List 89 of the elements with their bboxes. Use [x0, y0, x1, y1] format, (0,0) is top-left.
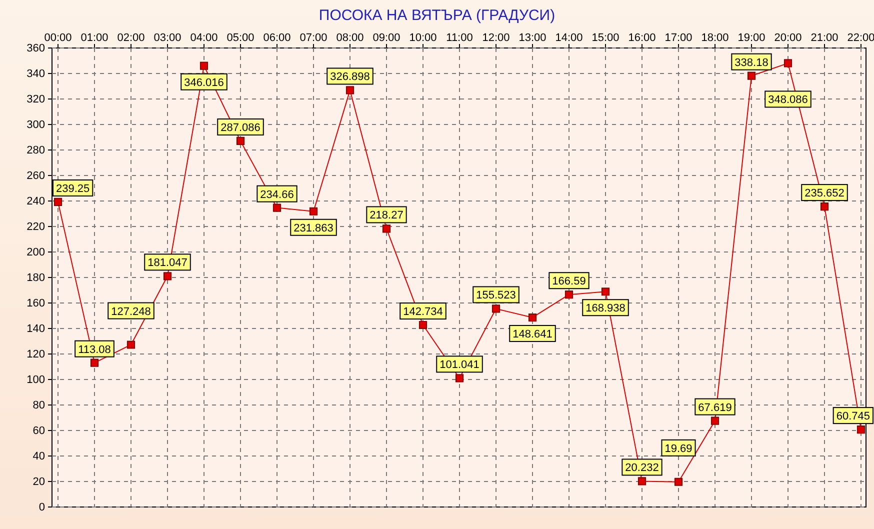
y-tick-label: 120: [26, 348, 45, 361]
x-tick-label: 08:00: [336, 32, 364, 44]
point: [528, 313, 537, 322]
x-tick-label: 00:00: [44, 32, 72, 44]
y-tick-label: 300: [26, 119, 45, 132]
point: [54, 198, 62, 206]
point: [382, 224, 391, 233]
x-tick-label: 14:00: [555, 32, 583, 44]
y-tick-label: 140: [26, 323, 45, 336]
x-tick-label: 13:00: [518, 32, 546, 44]
data-label: 218.27: [370, 210, 404, 222]
x-tick-label: 03:00: [154, 32, 182, 44]
y-tick-label: 160: [26, 298, 45, 310]
x-tick-label: 01:00: [80, 32, 108, 44]
x-tick-label: 15:00: [592, 32, 620, 44]
data-label: 113.08: [78, 344, 111, 356]
point: [200, 62, 208, 70]
data-label: 101.041: [440, 359, 480, 372]
x-tick-label: 19:00: [738, 32, 766, 44]
x-tick-label: 09:00: [372, 32, 400, 44]
x-tick-label: 17:00: [664, 32, 692, 44]
data-label: 148.641: [512, 328, 552, 340]
x-tick-label: 06:00: [263, 32, 291, 44]
data-label: 166.59: [552, 276, 586, 288]
point: [710, 416, 720, 425]
point: [856, 426, 866, 434]
data-label: 67.619: [698, 402, 732, 414]
y-tick-label: 60: [32, 425, 45, 438]
data-label: 19.69: [664, 442, 692, 455]
data-label: 338.18: [734, 56, 768, 69]
data-label: 142.734: [403, 306, 443, 318]
point: [820, 202, 829, 211]
data-label: 348.086: [768, 94, 808, 106]
data-label: 181.047: [148, 257, 188, 270]
data-label: 231.863: [294, 222, 334, 234]
y-tick-label: 20: [32, 476, 45, 488]
x-tick-label: 18:00: [701, 32, 729, 44]
point: [784, 59, 792, 68]
x-tick-label: 22:00: [847, 32, 874, 44]
point: [272, 204, 282, 212]
y-tick-label: 220: [26, 221, 45, 234]
data-label: 20.232: [625, 462, 659, 474]
x-tick-label: 11:00: [446, 32, 473, 44]
y-tick-label: 0: [38, 502, 45, 514]
x-tick-label: 04:00: [190, 32, 218, 44]
point: [236, 136, 245, 145]
data-label: 239.25: [56, 182, 90, 195]
data-label: 234.66: [260, 188, 294, 201]
data-label: 346.016: [184, 76, 224, 89]
y-tick-label: 200: [26, 246, 45, 259]
y-tick-label: 340: [26, 68, 45, 80]
point: [674, 478, 683, 486]
point: [309, 207, 318, 216]
point: [418, 320, 428, 330]
y-tick-label: 260: [26, 170, 45, 182]
chart-title: ПОСОКА НА ВЯТЪРА (ГРАДУСИ): [318, 7, 556, 24]
point: [346, 86, 354, 94]
data-label: 235.652: [804, 188, 844, 200]
y-tick-label: 80: [32, 400, 45, 412]
data-label: 155.523: [476, 290, 516, 302]
data-label: 60.745: [836, 410, 870, 423]
data-label: 287.086: [220, 122, 260, 134]
data-label: 168.938: [586, 302, 626, 315]
data-label: 127.248: [111, 306, 151, 318]
x-tick-label: 02:00: [117, 32, 145, 44]
x-tick-label: 07:00: [300, 32, 328, 44]
point: [564, 290, 574, 299]
y-tick-label: 180: [26, 272, 45, 284]
x-tick-label: 12:00: [482, 32, 510, 44]
x-tick-label: 05:00: [226, 32, 254, 44]
point: [492, 304, 500, 313]
x-tick-label: 21:00: [810, 32, 838, 44]
data-label: 326.898: [330, 71, 370, 84]
y-tick-label: 100: [26, 374, 45, 386]
point: [126, 340, 136, 349]
point: [455, 374, 464, 382]
point: [163, 272, 172, 280]
y-tick-label: 240: [26, 196, 45, 208]
x-tick-label: 10:00: [409, 32, 437, 44]
y-tick-label: 280: [26, 144, 45, 157]
point: [90, 358, 99, 367]
point: [638, 477, 646, 486]
y-tick-label: 40: [32, 450, 45, 463]
point: [601, 288, 610, 296]
point: [747, 72, 756, 80]
y-tick-label: 360: [26, 42, 45, 55]
y-tick-label: 320: [26, 94, 45, 106]
x-tick-label: 16:00: [628, 32, 656, 44]
x-tick-label: 20:00: [774, 32, 802, 44]
